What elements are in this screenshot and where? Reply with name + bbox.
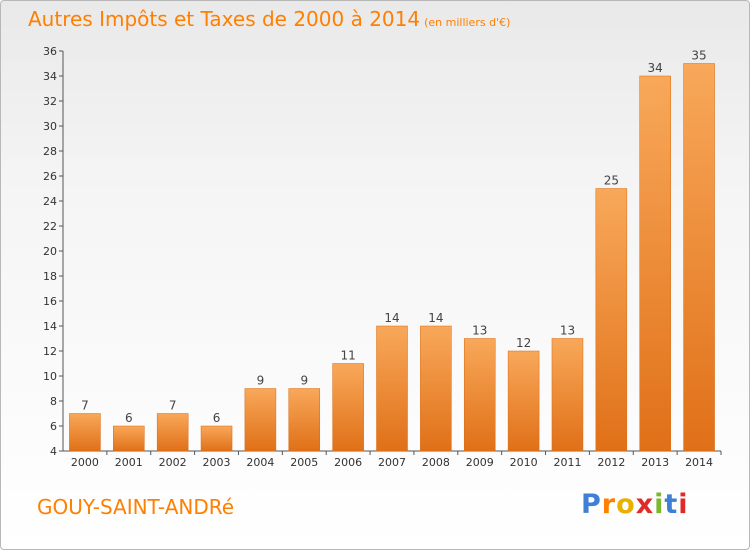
y-tick-label: 18 (43, 270, 57, 283)
x-tick-label-2004: 2004 (246, 456, 274, 469)
commune-name: GOUY-SAINT-ANDRé (37, 495, 235, 519)
data-label-2003: 6 (213, 411, 221, 425)
chart-title: Autres Impôts et Taxes de 2000 à 2014 (en… (28, 7, 510, 31)
data-label-2011: 13 (560, 324, 575, 338)
x-tick-label-2014: 2014 (685, 456, 713, 469)
y-tick-label: 32 (43, 95, 57, 108)
y-tick-label: 24 (43, 195, 57, 208)
y-tick-label: 4 (50, 445, 57, 458)
brand-letter: i (654, 489, 665, 520)
chart-title-text: Autres Impôts et Taxes de 2000 à 2014 (28, 7, 421, 31)
data-label-2014: 35 (691, 49, 706, 63)
x-tick-label-2001: 2001 (115, 456, 143, 469)
brand-letter: t (664, 489, 679, 520)
data-label-2010: 12 (516, 336, 531, 350)
brand-letter: r (601, 489, 617, 520)
y-tick-label: 6 (50, 420, 57, 433)
data-label-2006: 11 (340, 349, 355, 363)
brand-letter: P (581, 489, 602, 520)
x-tick-label-2008: 2008 (422, 456, 450, 469)
data-label-2005: 9 (300, 374, 308, 388)
bar-2000[interactable] (69, 413, 101, 452)
y-tick-label: 36 (43, 45, 57, 58)
x-tick-label-2011: 2011 (553, 456, 581, 469)
brand-letter: x (635, 489, 655, 520)
x-tick-label-2013: 2013 (641, 456, 669, 469)
bar-2014[interactable] (683, 63, 715, 452)
chart-subtitle: (en milliers d'€) (424, 16, 511, 29)
bar-2001[interactable] (113, 425, 145, 452)
data-label-2009: 13 (472, 324, 487, 338)
bar-2002[interactable] (156, 413, 189, 452)
y-tick-label: 16 (43, 295, 57, 308)
x-tick-label-2009: 2009 (466, 456, 494, 469)
x-tick-label-2003: 2003 (203, 456, 231, 469)
x-tick-label-2006: 2006 (334, 456, 362, 469)
data-label-2004: 9 (257, 374, 265, 388)
data-label-2013: 34 (648, 61, 663, 75)
x-tick-label-2000: 2000 (71, 456, 99, 469)
x-tick-label-2002: 2002 (159, 456, 187, 469)
x-tick-label-2005: 2005 (290, 456, 318, 469)
y-tick-label: 14 (43, 320, 57, 333)
y-tick-label: 22 (43, 220, 57, 233)
bar-2013[interactable] (639, 75, 671, 452)
x-tick-label-2007: 2007 (378, 456, 406, 469)
data-label-2001: 6 (125, 411, 133, 425)
bar-2006[interactable] (332, 363, 364, 452)
data-label-2012: 25 (604, 174, 619, 188)
data-label-2007: 14 (384, 311, 399, 325)
y-tick-label: 28 (43, 145, 57, 158)
brand-letter: o (616, 489, 636, 520)
bar-2009[interactable] (463, 338, 496, 452)
bar-2011[interactable] (551, 338, 584, 452)
bar-2004[interactable] (244, 388, 277, 452)
proxiti-logo[interactable]: Proxiti (581, 489, 689, 520)
y-tick-label: 20 (43, 245, 57, 258)
y-tick-label: 12 (43, 345, 57, 358)
data-label-2008: 14 (428, 311, 443, 325)
data-label-2002: 7 (169, 399, 177, 413)
bar-2012[interactable] (595, 188, 628, 452)
bar-2003[interactable] (200, 425, 233, 452)
y-tick-label: 10 (43, 370, 57, 383)
bar-2010[interactable] (507, 350, 540, 452)
bar-2008[interactable] (420, 325, 452, 452)
x-tick-label-2012: 2012 (597, 456, 625, 469)
y-tick-label: 26 (43, 170, 57, 183)
bar-2007[interactable] (376, 325, 408, 452)
y-tick-label: 34 (43, 70, 57, 83)
y-tick-label: 30 (43, 120, 57, 133)
y-tick-label: 8 (50, 395, 57, 408)
bar-2005[interactable] (288, 388, 321, 452)
brand-letter: i (678, 489, 689, 520)
x-tick-label-2010: 2010 (510, 456, 538, 469)
data-label-2000: 7 (81, 399, 89, 413)
